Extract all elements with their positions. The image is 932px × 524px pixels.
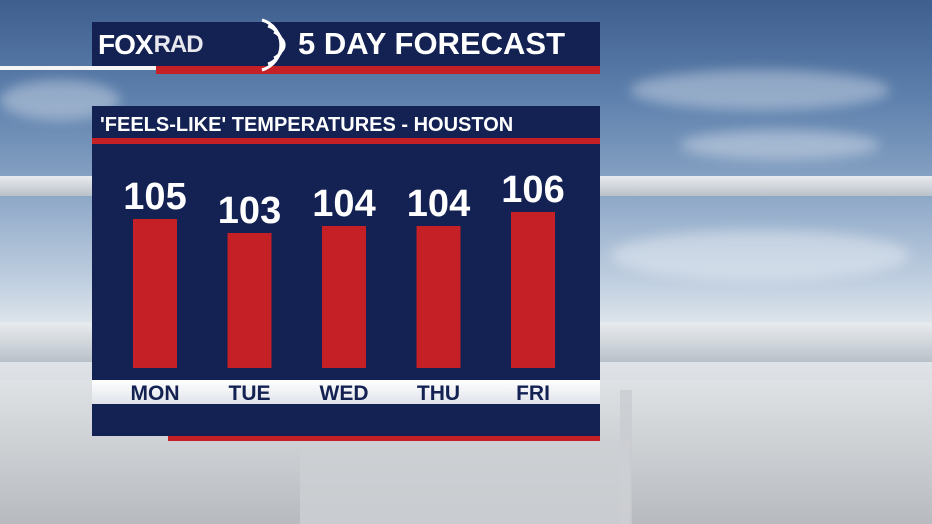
bar-thu bbox=[416, 226, 461, 368]
value-label-mon: 105 bbox=[123, 176, 186, 218]
header-red-stripe bbox=[156, 66, 600, 74]
panel-bottom-stripe bbox=[168, 436, 600, 441]
logo-fox-text: FOX bbox=[98, 29, 154, 60]
cloud bbox=[630, 70, 890, 110]
panel-red-stripe bbox=[92, 138, 600, 144]
forecast-panel: 'FEELS-LIKE' TEMPERATURES - HOUSTON 105 M… bbox=[92, 106, 600, 436]
category-label-mon: MON bbox=[131, 382, 180, 405]
category-label-wed: WED bbox=[320, 382, 369, 405]
bar-chart: 105 MON 103 TUE 104 WED 104 THU 106 FRI bbox=[123, 169, 564, 405]
logo-rad-text: RAD bbox=[153, 31, 204, 58]
value-label-tue: 103 bbox=[218, 190, 281, 232]
radar-arcs-icon bbox=[261, 18, 286, 72]
category-label-tue: TUE bbox=[229, 382, 271, 405]
value-label-fri: 106 bbox=[501, 169, 564, 211]
chart-title: 'FEELS-LIKE' TEMPERATURES - HOUSTON bbox=[100, 114, 514, 136]
value-label-thu: 104 bbox=[407, 183, 470, 225]
bar-wed bbox=[322, 226, 366, 368]
page-title: 5 DAY FORECAST bbox=[298, 26, 566, 61]
header-accent-line bbox=[0, 66, 156, 70]
category-label-fri: FRI bbox=[516, 382, 550, 405]
bar-tue bbox=[227, 233, 272, 368]
value-label-wed: 104 bbox=[312, 183, 375, 225]
bar-fri bbox=[511, 212, 555, 368]
category-label-thu: THU bbox=[417, 382, 460, 405]
cloud bbox=[680, 130, 880, 160]
stage-step bbox=[300, 440, 630, 524]
cloud bbox=[610, 230, 910, 280]
fox-rad-logo: FOX RAD bbox=[98, 18, 286, 72]
header-bar bbox=[92, 22, 600, 66]
bar-mon bbox=[133, 219, 177, 368]
day-label-band bbox=[92, 380, 600, 404]
